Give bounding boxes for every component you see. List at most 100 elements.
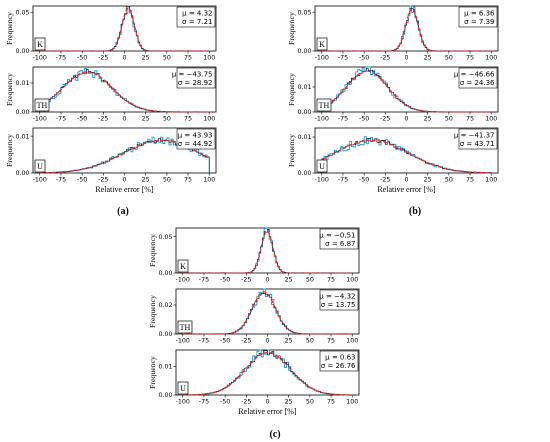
- element-label-box: [177, 259, 189, 273]
- x-tick-label: 25: [285, 338, 293, 345]
- panel-b: -100 -75 -50 -25 0 25 50 75 1000.000.05Frequency…: [287, 5, 499, 194]
- y-tick-label: 0.01: [297, 84, 311, 91]
- gaussian-fit-series: [182, 230, 353, 274]
- y-axis-label: Frequency: [5, 12, 14, 45]
- x-tick-label: -50: [359, 116, 369, 123]
- x-tick-label: -100: [176, 277, 190, 284]
- x-tick-label: 0: [122, 177, 126, 184]
- x-tick-label: -100: [33, 116, 47, 123]
- y-tick-label: 0.01: [158, 364, 172, 371]
- mu-text: μ = −41.37: [454, 131, 495, 139]
- stats-box: [176, 67, 216, 89]
- y-axis-label: Frequency: [5, 134, 14, 167]
- x-tick-label: -100: [315, 55, 329, 62]
- y-tick-label: 0.05: [158, 234, 172, 241]
- x-tick-label: -50: [220, 277, 230, 284]
- element-label-box: [316, 98, 332, 112]
- y-tick-label: 0.01: [297, 134, 311, 141]
- x-tick-label: -50: [359, 55, 369, 62]
- stats-box: [176, 6, 216, 28]
- y-tick-label: 0.00: [15, 48, 29, 55]
- sigma-text: σ = 13.75: [321, 301, 356, 309]
- x-tick-label: 100: [485, 116, 497, 123]
- element-label: TH: [37, 101, 48, 110]
- stats-box: [458, 67, 498, 89]
- x-tick-label: -25: [241, 338, 251, 345]
- x-tick-label: -100: [315, 177, 329, 184]
- panel-label-b: (b): [409, 206, 421, 217]
- y-tick-label: 0.00: [297, 109, 311, 116]
- mu-text: μ = 4.32: [182, 9, 212, 17]
- x-tick-label: -75: [199, 338, 209, 345]
- x-tick-label: 100: [203, 55, 215, 62]
- x-axis-label: Relative error [%]: [238, 407, 297, 416]
- y-axis-label: Frequency: [287, 73, 296, 106]
- subplot-u: -100 -75 -50 -25 0 25 50 75 100 0.00 0.01Frequency…: [148, 349, 360, 406]
- gaussian-fit-series: [321, 70, 492, 113]
- x-tick-label: -50: [77, 116, 87, 123]
- x-tick-label: -25: [380, 116, 390, 123]
- element-label: K: [319, 40, 325, 49]
- x-tick-label: 75: [466, 177, 474, 184]
- mu-text: μ = 43.93: [178, 131, 213, 139]
- y-tick-label: 0.02: [158, 302, 172, 309]
- element-label-box: [316, 37, 328, 51]
- y-tick-label: 0.00: [15, 170, 29, 177]
- element-label: K: [37, 40, 43, 49]
- subplot-th: -100 -75 -50 -25 0 25 50 75 100 0.00 0.01Frequency…: [287, 66, 499, 123]
- stats-box: [319, 228, 359, 250]
- element-label-box: [316, 159, 328, 173]
- x-tick-label: 75: [466, 116, 474, 123]
- x-tick-label: 75: [327, 277, 335, 284]
- y-tick-label: 0.00: [158, 392, 172, 399]
- x-tick-label: -100: [176, 338, 190, 345]
- x-tick-label: -75: [338, 55, 348, 62]
- x-tick-label: 0: [265, 277, 269, 284]
- x-tick-label: -50: [220, 338, 230, 345]
- mu-text: μ = −46.66: [454, 70, 495, 78]
- y-tick-label: 0.00: [15, 109, 29, 116]
- x-tick-label: -25: [241, 277, 251, 284]
- x-tick-label: -100: [33, 55, 47, 62]
- x-tick-label: 50: [445, 55, 453, 62]
- element-label: U: [319, 162, 325, 171]
- x-tick-label: 25: [142, 55, 150, 62]
- x-tick-label: 50: [306, 399, 314, 406]
- x-tick-label: 100: [346, 277, 358, 284]
- x-tick-label: 0: [404, 177, 408, 184]
- x-tick-label: -50: [220, 399, 230, 406]
- sigma-text: σ = 26.76: [321, 362, 356, 370]
- panel-c: -100 -75 -50 -25 0 25 50 75 100 0.00 0.05 Frequency…: [148, 227, 360, 416]
- x-tick-label: -75: [199, 399, 209, 406]
- stats-box: [176, 128, 216, 150]
- subplot-k: -100 -75 -50 -25 0 25 50 75 100 0.00 0.05Frequency…: [148, 227, 360, 284]
- sigma-text: σ = 44.92: [178, 140, 213, 148]
- y-axis-label: Frequency: [5, 73, 14, 106]
- x-tick-label: 0: [265, 338, 269, 345]
- x-tick-label: -75: [56, 177, 66, 184]
- x-tick-label: 100: [346, 399, 358, 406]
- x-tick-label: 0: [122, 55, 126, 62]
- x-tick-label: -75: [199, 277, 209, 284]
- stats-box: [458, 128, 498, 150]
- subplot-k: -100 -75 -50 -25 0 25 50 75 100 0.00 0.05Frequency…: [5, 5, 217, 62]
- gaussian-fit-series: [321, 8, 492, 52]
- x-tick-label: 100: [203, 116, 215, 123]
- panel-label-a: (a): [117, 206, 129, 217]
- y-axis-label: Frequency: [287, 134, 296, 167]
- gaussian-fit-series: [39, 7, 210, 52]
- x-tick-label: 100: [485, 55, 497, 62]
- histogram-outline-series: [39, 69, 210, 113]
- x-tick-label: 50: [163, 55, 171, 62]
- stats-box: [319, 289, 359, 311]
- x-tick-label: -50: [77, 177, 87, 184]
- x-tick-label: 0: [404, 55, 408, 62]
- x-tick-label: -75: [338, 116, 348, 123]
- y-tick-label: 0.05: [15, 9, 29, 16]
- element-label-box: [34, 37, 46, 51]
- element-label-box: [177, 381, 189, 395]
- y-axis-label: Frequency: [148, 295, 157, 328]
- subplot-th: -100 -75 -50 -25 0 25 50 75 100 0.00 0.02Frequency…: [148, 288, 360, 345]
- element-label-box: [34, 98, 50, 112]
